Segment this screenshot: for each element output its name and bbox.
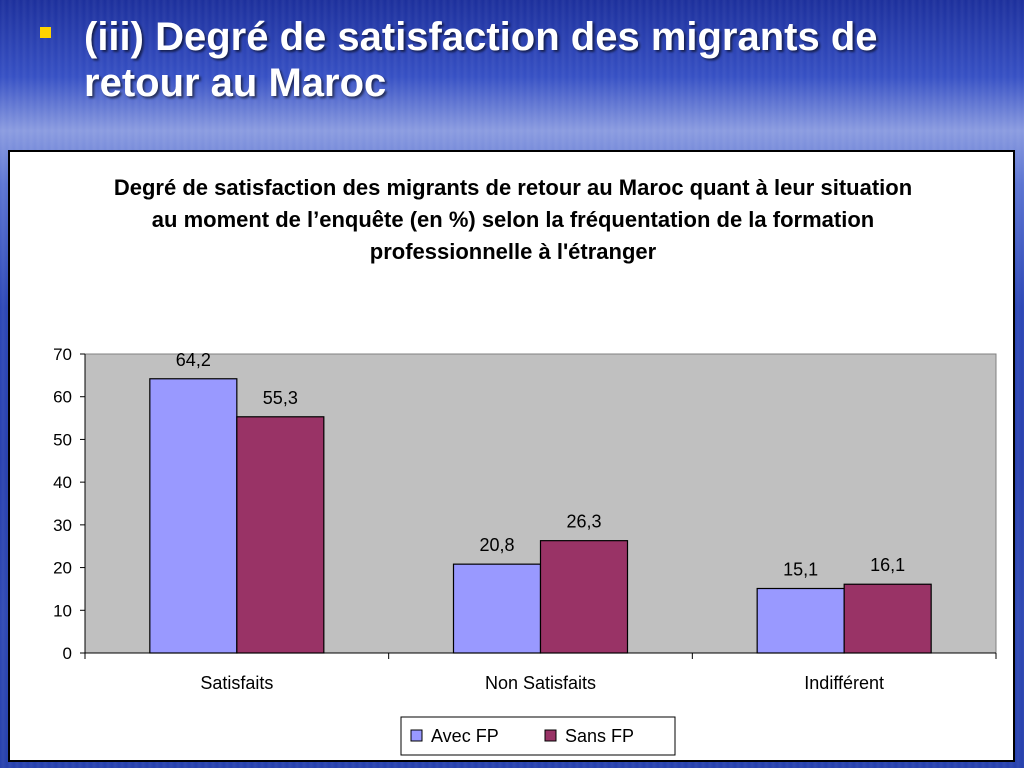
bar-sans-fp (236, 416, 325, 654)
legend-box (400, 716, 676, 756)
legend-swatch (410, 729, 423, 742)
x-tick-label: Non Satisfaits (485, 673, 596, 693)
bar-chart: 0 10 20 30 40 50 60 70 Satisfaits 64,2 55,3 Non Sat… (53, 345, 997, 756)
data-label: 20,8 (479, 535, 514, 555)
y-tick-label: 50 (53, 430, 72, 449)
y-tick-label: 0 (63, 644, 72, 663)
y-tick-label: 40 (53, 473, 72, 492)
slide-title: (iii) Degré de satisfaction des migrants… (40, 14, 980, 106)
square-bullet-icon (40, 27, 51, 38)
y-tick-label: 60 (53, 388, 72, 407)
y-tick-label: 10 (53, 601, 72, 620)
legend-label: Sans FP (565, 726, 634, 746)
data-label: 15,1 (783, 560, 818, 580)
bar-avec-fp (452, 563, 542, 654)
chart-frame: Degré de satisfaction des migrants de re… (8, 150, 1015, 762)
legend-label: Avec FP (431, 726, 499, 746)
bar-sans-fp (843, 583, 932, 654)
bar-avec-fp (756, 587, 845, 654)
y-tick-label: 20 (53, 559, 72, 578)
bar-avec-fp (149, 378, 238, 654)
y-tick-label: 70 (53, 345, 72, 364)
x-tick-label: Indifférent (804, 673, 884, 693)
data-label: 55,3 (263, 388, 298, 408)
legend-swatch (544, 729, 557, 742)
data-label: 64,2 (176, 350, 211, 370)
x-tick-label: Satisfaits (200, 673, 273, 693)
chart-title: Degré de satisfaction des migrants de re… (113, 175, 913, 264)
bar-sans-fp (539, 540, 629, 654)
data-label: 16,1 (870, 555, 905, 575)
slide-title-text: (iii) Degré de satisfaction des migrants… (84, 15, 878, 105)
data-label: 26,3 (566, 512, 601, 532)
y-tick-label: 30 (53, 516, 72, 535)
